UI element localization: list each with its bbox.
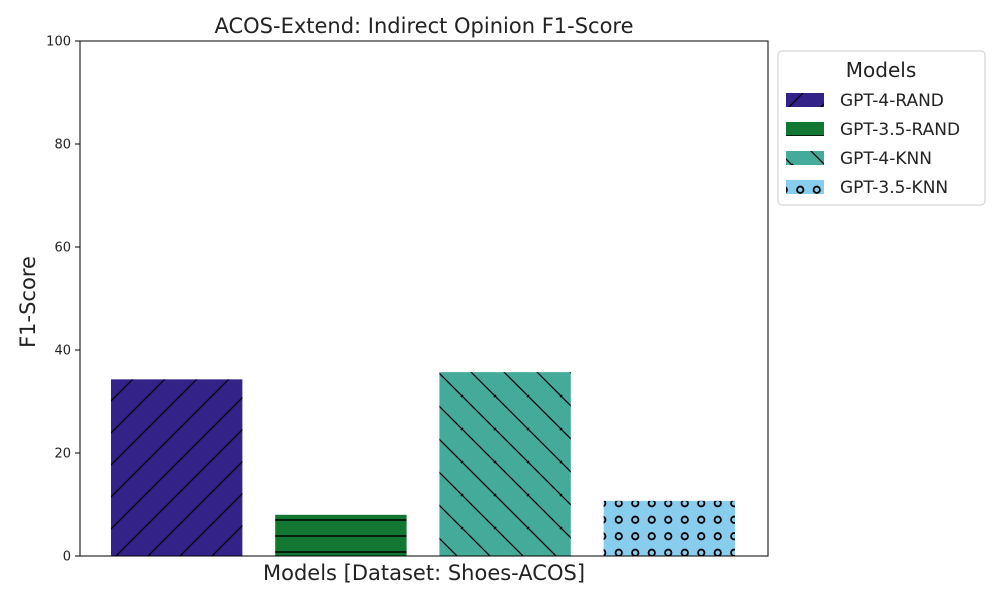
- y-axis-label: F1-Score: [16, 256, 40, 348]
- legend-box: [777, 50, 986, 206]
- legend: Models GPT-4-RANDGPT-3.5-RANDGPT-4-KNNGP…: [777, 50, 986, 206]
- y-tick-label: 80: [54, 138, 71, 153]
- legend-label: GPT-4-KNN: [840, 149, 932, 169]
- y-tick-label: 40: [54, 344, 71, 359]
- legend-label: GPT-3.5-KNN: [840, 178, 948, 198]
- y-tick-label: 60: [54, 241, 71, 256]
- legend-items: GPT-4-RAND GPT-3.5-RAND GPT-4-KNN GPT-3.5-K…: [786, 91, 960, 198]
- y-tick-label: 0: [63, 550, 71, 565]
- legend-label: GPT-4-RAND: [840, 91, 944, 111]
- legend-swatch-hatch: [786, 151, 824, 165]
- bars-group: [111, 372, 735, 556]
- bar-hatch: [111, 379, 243, 556]
- legend-title: Models: [846, 58, 916, 82]
- x-axis-label: Models [Dataset: Shoes-ACOS]: [263, 561, 585, 585]
- y-axis-ticks: 0 20 40 60 80 100: [46, 35, 80, 565]
- plot-frame: [79, 40, 769, 557]
- bar-hatch: [275, 514, 407, 556]
- legend-label: GPT-3.5-RAND: [840, 120, 960, 140]
- y-tick-label: 100: [46, 35, 71, 50]
- legend-swatch-hatch: [786, 180, 824, 194]
- bar-hatch: [603, 500, 735, 556]
- legend-swatch-hatch: [786, 93, 824, 107]
- bar-hatch: [439, 372, 571, 556]
- y-tick-label: 20: [54, 447, 71, 462]
- legend-swatch-hatch: [786, 122, 824, 136]
- chart-title: ACOS-Extend: Indirect Opinion F1-Score: [214, 14, 633, 38]
